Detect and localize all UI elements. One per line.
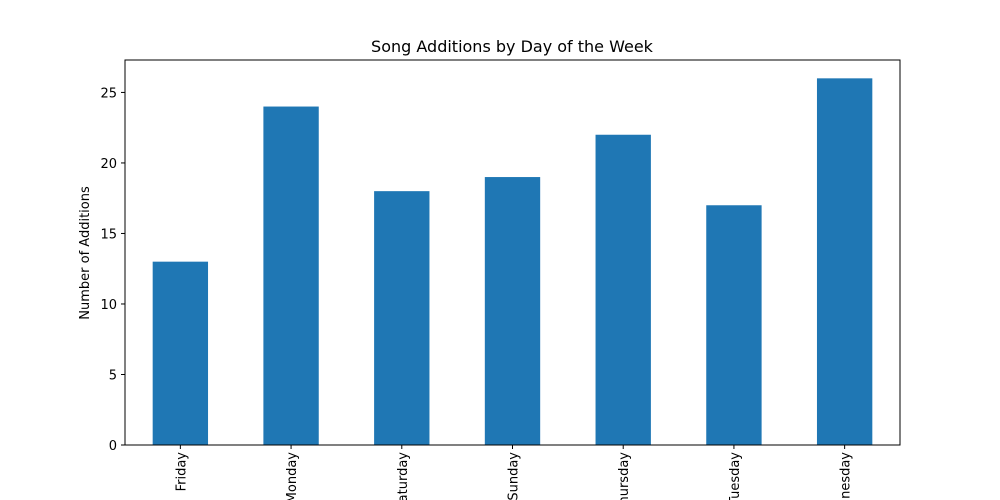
bar	[263, 106, 319, 446]
bar	[595, 134, 651, 445]
x-tick-label: Saturday	[396, 452, 411, 500]
bar	[484, 177, 541, 446]
x-tick-label: Tuesday	[728, 452, 743, 500]
x-tick-label: Wednesday	[839, 452, 854, 500]
chart-title: Song Additions by Day of the Week	[371, 37, 654, 56]
y-tick-label: 0	[109, 439, 117, 454]
y-axis-label: Number of Additions	[78, 186, 93, 320]
bar	[706, 205, 762, 445]
y-tick-label: 10	[100, 298, 117, 313]
bar	[816, 78, 873, 445]
x-tick-label: Monday	[285, 452, 300, 500]
y-tick-label: 25	[100, 86, 117, 101]
x-tick-label: Thursday	[617, 452, 632, 500]
bar	[152, 261, 209, 445]
plot-frame	[124, 59, 901, 446]
y-tick-label: 5	[109, 368, 117, 383]
bar	[374, 191, 430, 445]
x-tick-label: Friday	[174, 452, 189, 492]
y-tick-label: 20	[100, 157, 117, 172]
x-tick-label: Sunday	[507, 452, 522, 500]
y-tick-label: 15	[100, 227, 117, 242]
